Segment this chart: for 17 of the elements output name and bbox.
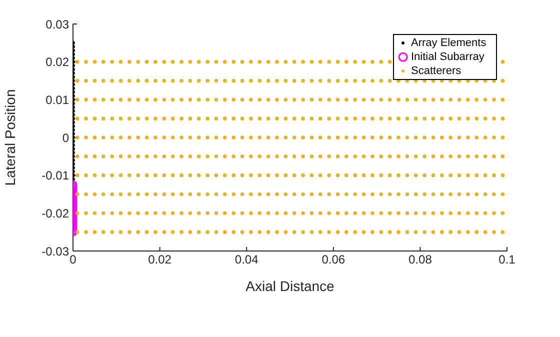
x-tick-label: 0.1: [498, 252, 516, 267]
legend-label: Array Elements: [411, 36, 486, 50]
x-axis-title: Axial Distance: [246, 278, 335, 294]
y-tick-label: -0.02: [42, 206, 70, 220]
y-tick-label: 0: [62, 130, 70, 145]
y-tick-label: 0.01: [46, 92, 70, 107]
x-tick-label: 0.06: [322, 252, 346, 267]
y-tick-label: 0.02: [46, 55, 70, 70]
y-tick-label: -0.03: [42, 244, 70, 258]
y-tick-label: 0.03: [46, 17, 70, 32]
x-tick-label: 0.08: [408, 252, 432, 267]
x-tick-label: 0.02: [148, 252, 172, 267]
legend-label: Scatterers: [411, 64, 462, 78]
legend-label: Initial Subarray: [411, 50, 484, 64]
y-axis-title: Lateral Position: [2, 89, 18, 186]
y-tick-label: -0.01: [42, 168, 70, 183]
x-tick-label: 0.04: [234, 252, 259, 267]
